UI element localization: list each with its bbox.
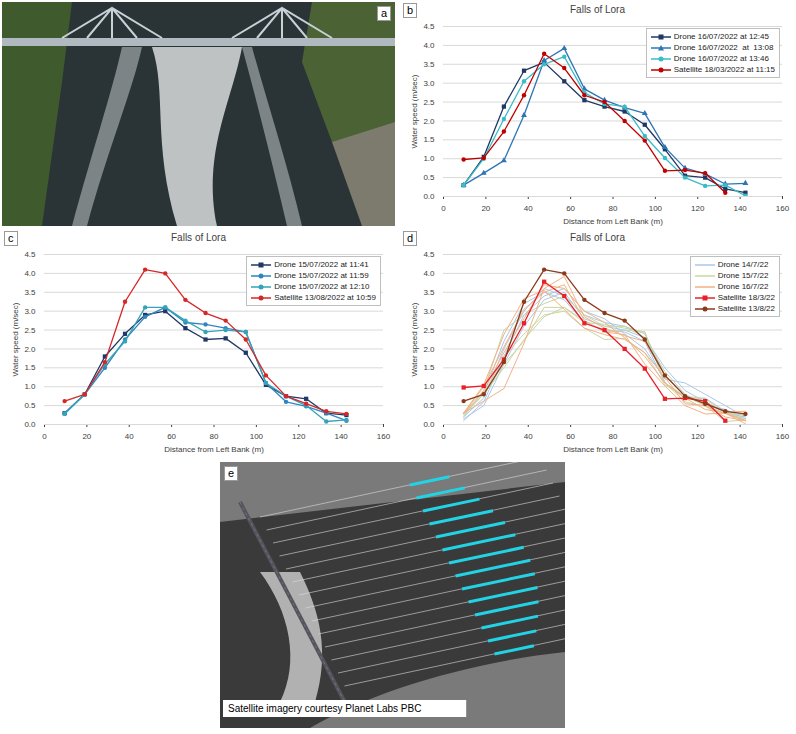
svg-text:120: 120 [292,432,306,441]
svg-text:160: 160 [377,432,391,441]
svg-text:60: 60 [566,432,575,441]
html-text:Drone 15/07/2022 at 12:10: Drone 15/07/2022 at 12:10 [274,282,370,291]
svg-text:Distance from Left Bank (m): Distance from Left Bank (m) [563,445,663,454]
svg-text:Distance from Left Bank (m): Distance from Left Bank (m) [164,445,264,454]
html-text:e: e [228,467,235,479]
svg-text:1.5: 1.5 [423,363,435,372]
svg-text:20: 20 [481,204,490,213]
svg-text:2.5: 2.5 [423,98,435,107]
svg-text:2.0: 2.0 [24,345,36,354]
svg-text:Distance from Left Bank (m): Distance from Left Bank (m) [563,217,663,226]
html-text:Satellite 18/3/22: Satellite 18/3/22 [717,293,775,302]
svg-text:20: 20 [481,432,490,441]
svg-text:4.0: 4.0 [24,269,36,278]
svg-text:0.5: 0.5 [423,173,435,182]
svg-text:60: 60 [566,204,575,213]
html-text:Drone 16/7/22: Drone 16/7/22 [717,282,769,291]
svg-text:100: 100 [649,432,663,441]
svg-text:140: 140 [334,432,348,441]
svg-text:140: 140 [733,204,747,213]
svg-text:3.5: 3.5 [423,60,435,69]
svg-text:Water speed (m/sec): Water speed (m/sec) [410,302,419,376]
svg-text:3.5: 3.5 [24,288,36,297]
svg-text:20: 20 [82,432,91,441]
html-text:Falls of Lora: Falls of Lora [570,232,625,243]
html-text:Falls of Lora: Falls of Lora [570,4,625,15]
svg-text:100: 100 [250,432,264,441]
html-text:Drone 16/07/2022 at 13:46: Drone 16/07/2022 at 13:46 [673,54,769,63]
svg-text:80: 80 [609,432,618,441]
html-text:Drone 15/07/2022 at 11:59: Drone 15/07/2022 at 11:59 [274,271,369,280]
svg-text:4.0: 4.0 [423,41,435,50]
html-text:Drone 14/7/22: Drone 14/7/22 [717,260,769,269]
svg-text:0: 0 [441,432,446,441]
svg-text:0.5: 0.5 [423,401,435,410]
svg-text:100: 100 [649,204,663,213]
svg-text:4.0: 4.0 [423,269,435,278]
svg-text:3.0: 3.0 [423,79,435,88]
html-text:b: b [407,4,414,16]
svg-text:4.5: 4.5 [24,250,36,259]
svg-text:Satellite imagery courtesy Pla: Satellite imagery courtesy Planet Labs P… [228,703,421,714]
html-text:Drone 16/07/2022 at 12:45: Drone 16/07/2022 at 12:45 [673,32,769,41]
html-text:Drone 16/07/2022 at 13:08: Drone 16/07/2022 at 13:08 [673,43,774,52]
svg-text:3.5: 3.5 [423,288,435,297]
svg-text:0.5: 0.5 [24,401,36,410]
html-text:Drone 15/7/22: Drone 15/7/22 [717,271,769,280]
html-text:Satellite 13/08/2022 at 10:59: Satellite 13/08/2022 at 10:59 [274,293,376,302]
svg-text:0: 0 [42,432,47,441]
svg-text:160: 160 [776,432,790,441]
svg-text:1.5: 1.5 [24,363,36,372]
svg-text:0.0: 0.0 [24,420,36,429]
svg-text:1.5: 1.5 [423,135,435,144]
html-text:Satellite 13/8/22: Satellite 13/8/22 [717,304,775,313]
svg-text:1.0: 1.0 [423,154,435,163]
svg-text:2.5: 2.5 [423,326,435,335]
svg-text:160: 160 [776,204,790,213]
svg-text:140: 140 [733,432,747,441]
svg-text:40: 40 [125,432,134,441]
svg-text:2.0: 2.0 [423,345,435,354]
svg-text:2.5: 2.5 [24,326,36,335]
svg-text:Water speed (m/sec): Water speed (m/sec) [11,302,20,376]
svg-text:60: 60 [167,432,176,441]
svg-text:3.0: 3.0 [24,307,36,316]
svg-text:120: 120 [691,204,705,213]
html-text:Satellite 18/03/2022 at 11:15: Satellite 18/03/2022 at 11:15 [673,65,775,74]
svg-text:80: 80 [609,204,618,213]
svg-text:1.0: 1.0 [423,382,435,391]
html-text:c: c [8,232,14,244]
html-text:d: d [407,232,414,244]
svg-text:2.0: 2.0 [423,117,435,126]
svg-text:120: 120 [691,432,705,441]
svg-text:4.5: 4.5 [423,250,435,259]
svg-text:0: 0 [441,204,446,213]
svg-text:40: 40 [524,204,533,213]
html-text:Falls of Lora: Falls of Lora [171,232,226,243]
svg-text:Water speed (m/sec): Water speed (m/sec) [410,74,419,148]
svg-text:4.5: 4.5 [423,22,435,31]
html-text:a: a [380,7,387,19]
svg-text:1.0: 1.0 [24,382,36,391]
svg-text:0.0: 0.0 [423,192,435,201]
svg-text:80: 80 [210,432,219,441]
svg-text:0.0: 0.0 [423,420,435,429]
svg-text:40: 40 [524,432,533,441]
html-text:Drone 15/07/2022 at 11:41: Drone 15/07/2022 at 11:41 [274,260,369,269]
svg-text:3.0: 3.0 [423,307,435,316]
